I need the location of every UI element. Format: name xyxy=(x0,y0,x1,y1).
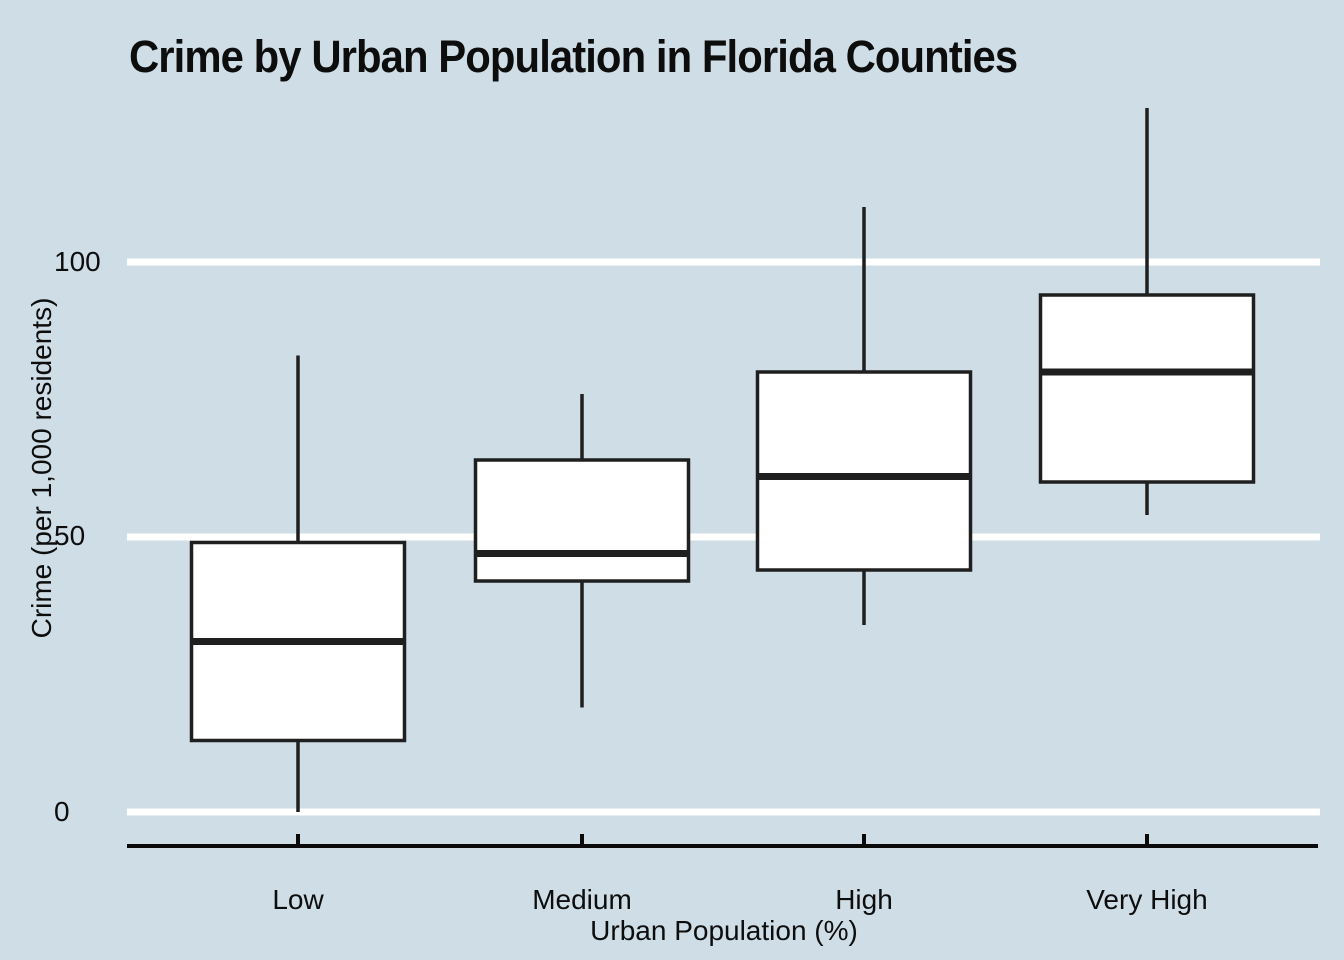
x-tick-label-high: High xyxy=(835,884,893,915)
box-high xyxy=(755,370,973,572)
chart-title: Crime by Urban Population in Florida Cou… xyxy=(129,31,1018,82)
y-tick-label-50: 50 xyxy=(54,520,86,551)
x-tick-label-medium: Medium xyxy=(532,884,632,915)
y-axis-title: Crime (per 1,000 residents) xyxy=(26,297,57,639)
y-tick-label-0: 0 xyxy=(54,796,70,827)
x-tick-label-very-high: Very High xyxy=(1086,884,1208,915)
box-very-high xyxy=(1038,293,1256,484)
y-tick-label-100: 100 xyxy=(54,246,101,277)
box-medium xyxy=(473,458,691,583)
x-tick-label-low: Low xyxy=(272,884,324,915)
x-axis-title: Urban Population (%) xyxy=(590,915,858,946)
